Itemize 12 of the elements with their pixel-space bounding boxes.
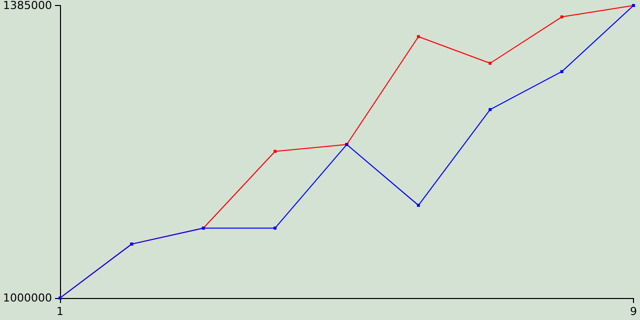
y-tick-label: 1385000 xyxy=(2,0,52,12)
point xyxy=(560,70,564,74)
point xyxy=(274,226,277,230)
point xyxy=(416,35,420,38)
point xyxy=(274,150,277,153)
point xyxy=(488,108,492,112)
x-tick-label: 9 xyxy=(630,305,637,318)
point xyxy=(416,204,420,207)
y-tick-label: 1000000 xyxy=(2,292,52,304)
point xyxy=(560,15,564,18)
x-tick-label: 1 xyxy=(56,305,64,318)
point xyxy=(488,62,492,65)
